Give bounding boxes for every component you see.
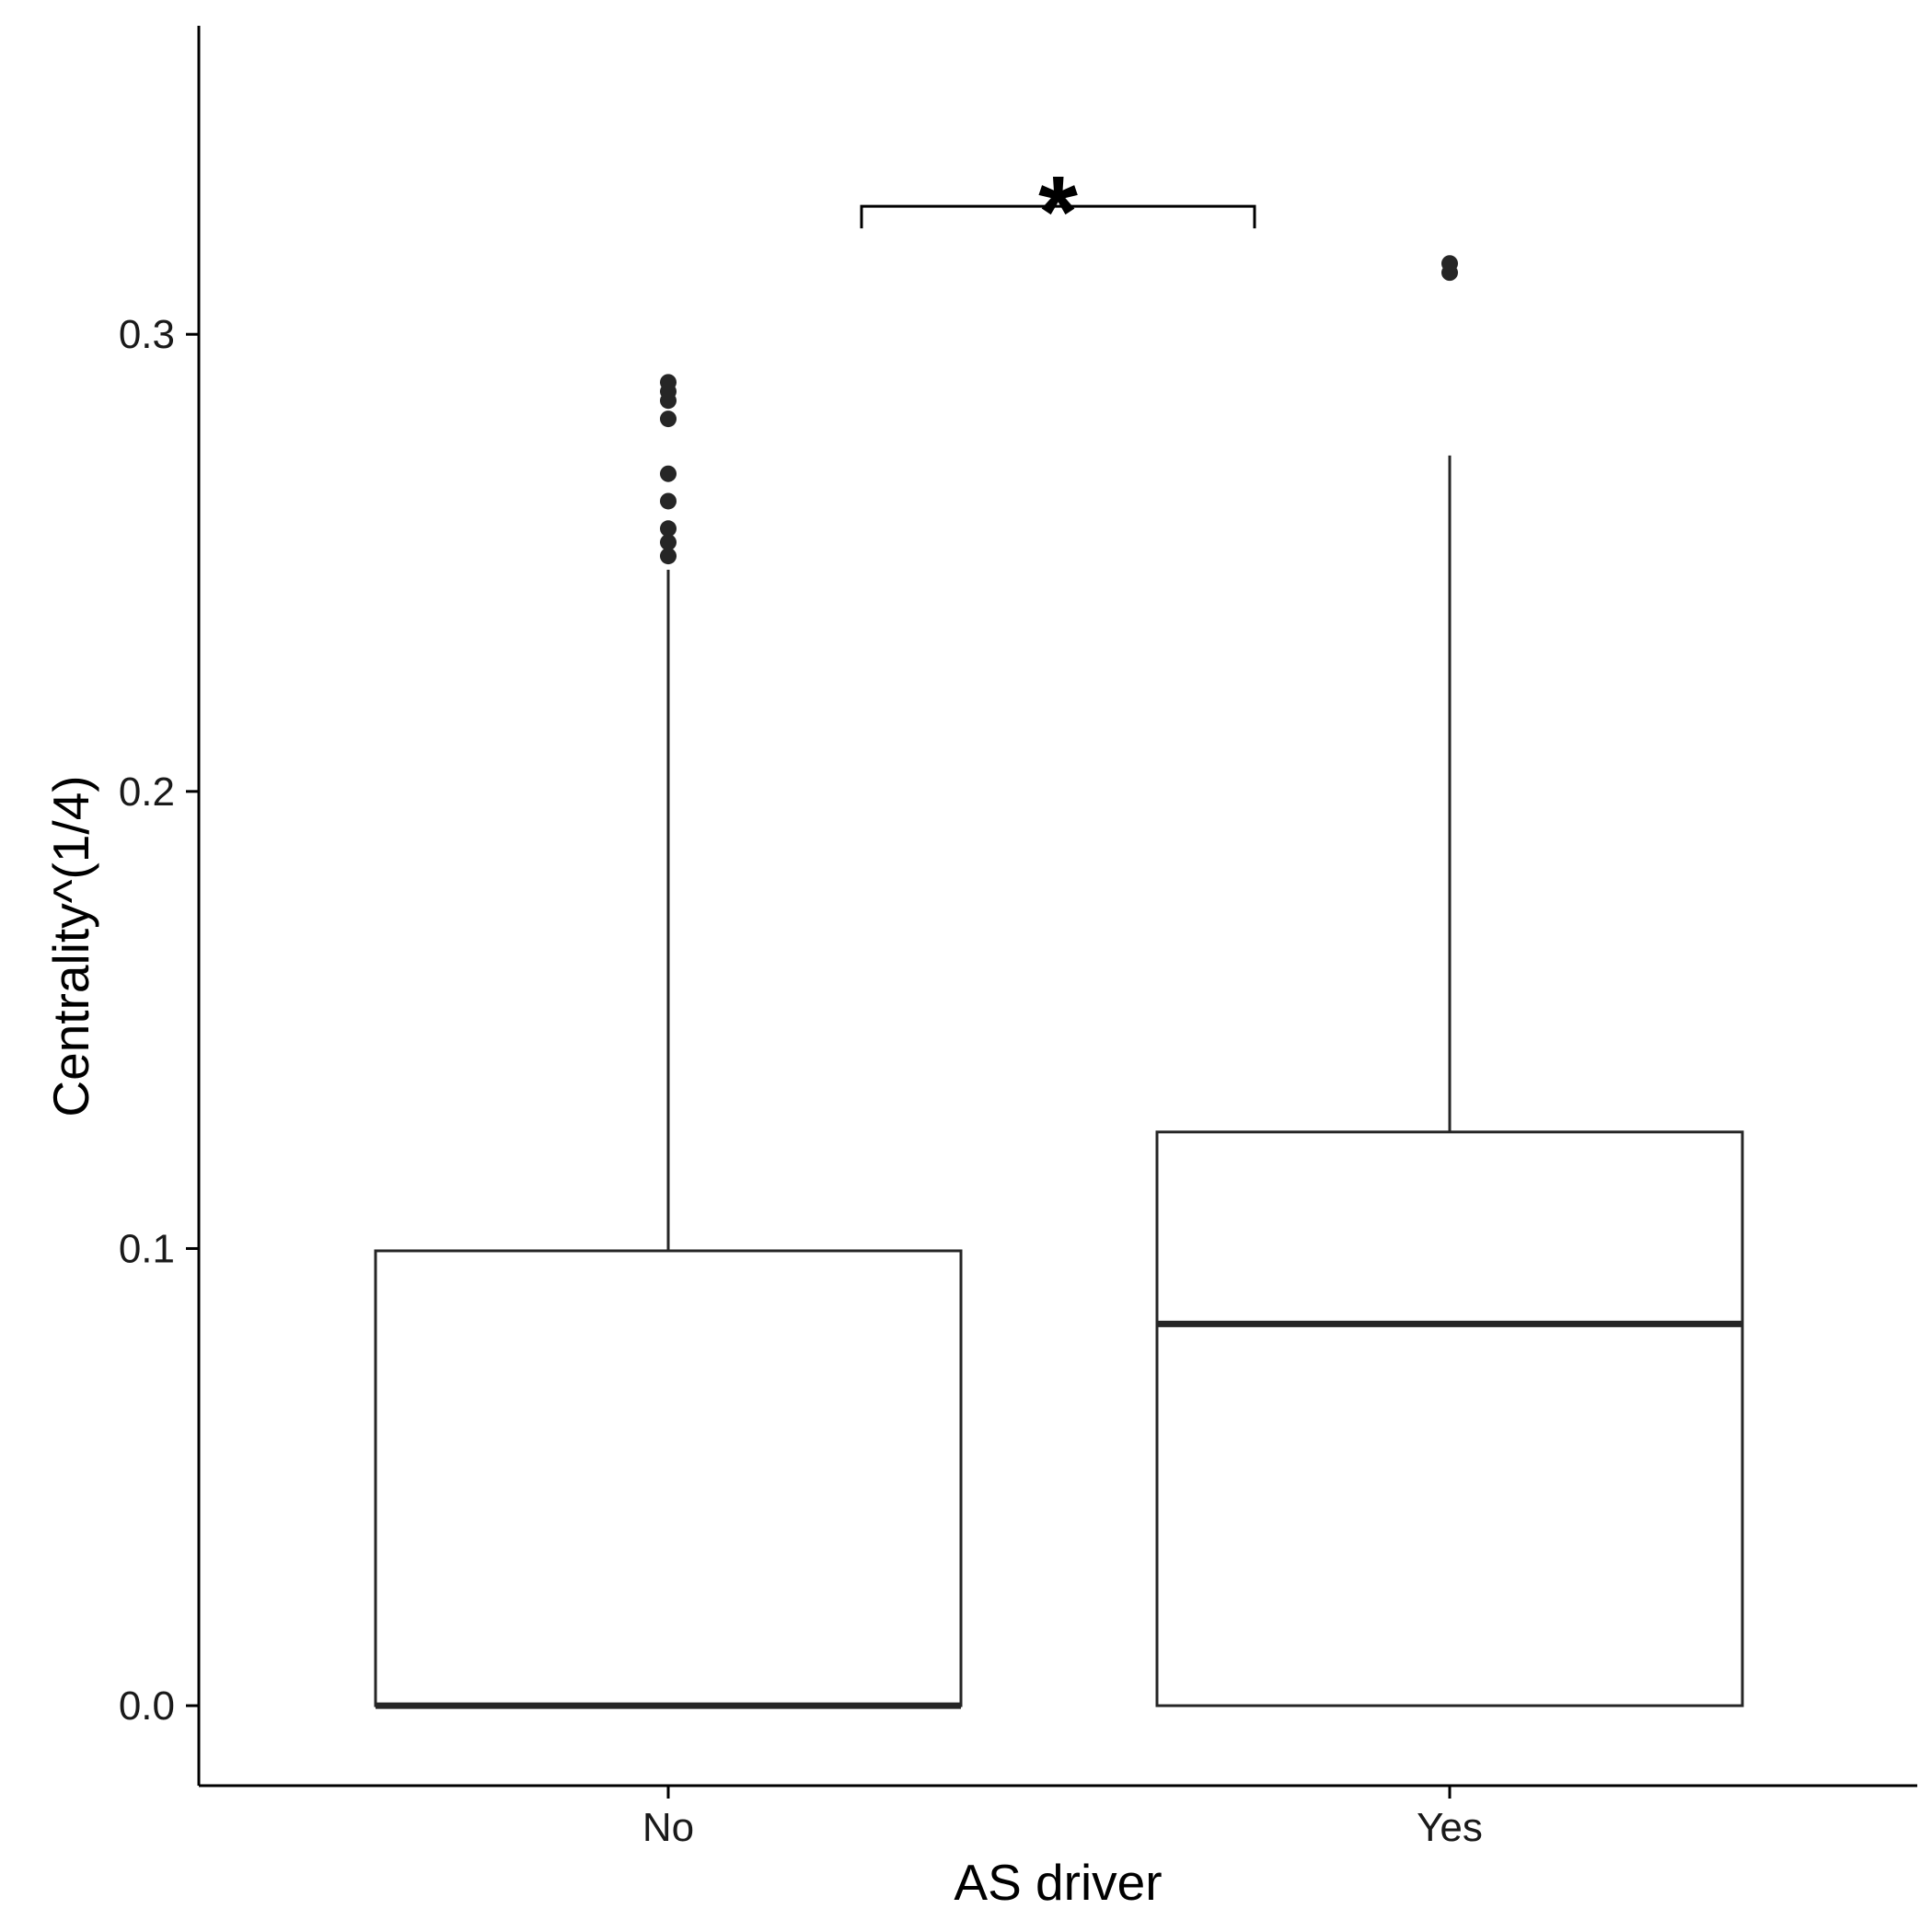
axes: 0.0 0.1 0.2 0.3 No Yes (119, 26, 1917, 1850)
significance-label: * (1038, 156, 1078, 269)
outlier-point (660, 534, 677, 551)
y-tick-label: 0.2 (119, 769, 175, 815)
y-axis-title: Centrality^(1/4) (42, 775, 99, 1116)
box-no (374, 374, 963, 1709)
boxes (374, 255, 1744, 1709)
outlier-point (660, 374, 677, 391)
outlier-point (660, 548, 677, 565)
iqr-box (374, 1249, 963, 1707)
x-tick-label: No (642, 1805, 694, 1850)
outlier-point (660, 411, 677, 428)
significance-bracket (860, 204, 1256, 229)
x-axis-title: AS driver (954, 1854, 1162, 1911)
y-tick-label: 0.3 (119, 312, 175, 357)
y-tick-label: 0.1 (119, 1226, 175, 1271)
iqr-box (1155, 1130, 1744, 1707)
y-tick-label: 0.0 (119, 1683, 175, 1729)
x-tick-label: Yes (1417, 1805, 1483, 1850)
outlier-point (1441, 255, 1458, 272)
outlier-point (660, 520, 677, 538)
outlier-point (660, 465, 677, 482)
outlier-point (660, 492, 677, 510)
box-yes (1155, 255, 1744, 1707)
significance-annotation: * (860, 156, 1256, 269)
